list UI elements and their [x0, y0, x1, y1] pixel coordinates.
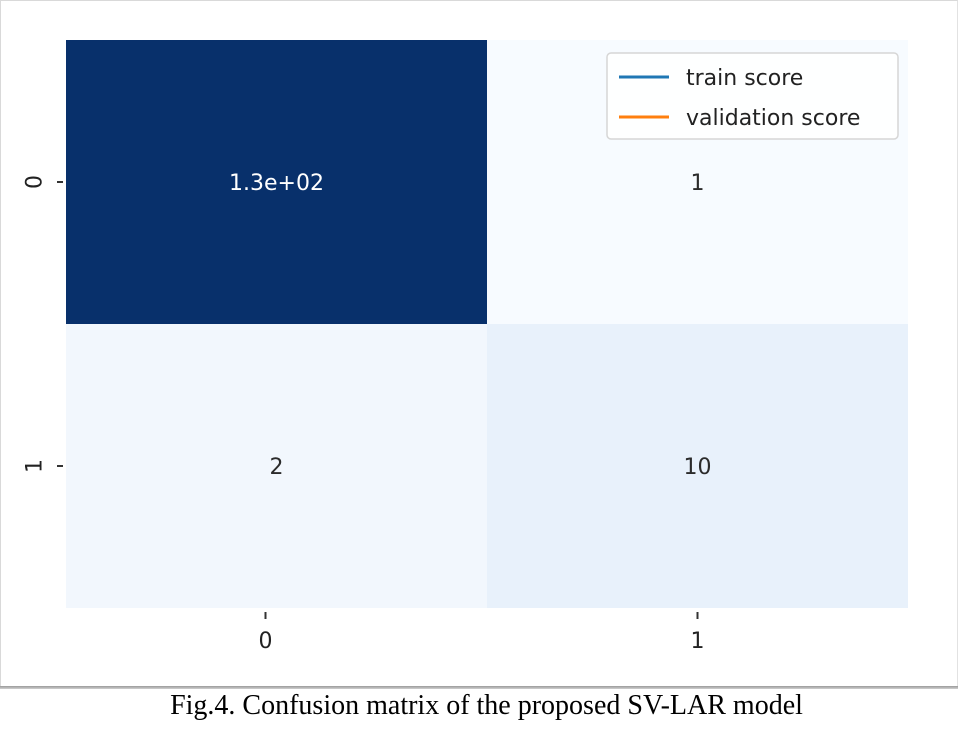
heatmap-cell-1-1: [487, 324, 908, 608]
frame-shadow: [0, 686, 958, 689]
figure-caption: Fig.4. Confusion matrix of the proposed …: [170, 690, 803, 721]
axis-ticks: 0 1 0 1: [23, 175, 705, 654]
heatmap-cells: 1.3e+02 1 2 10: [66, 40, 908, 608]
legend-box: [606, 52, 899, 140]
x-tick-label-1: 1: [691, 629, 705, 654]
legend-label-0: train score: [686, 66, 803, 91]
cell-value-label-1-1: 10: [684, 455, 712, 480]
heatmap-cell-0-0: [66, 40, 487, 324]
cell-value-label-1-0: 2: [270, 455, 284, 480]
legend: train score validation score: [606, 52, 899, 140]
cell-value-label-0-0: 1.3e+02: [229, 171, 324, 196]
cell-value-label-0-1: 1: [691, 171, 705, 196]
y-tick-label-0: 0: [23, 175, 48, 189]
y-tick-label-1: 1: [23, 459, 48, 473]
x-tick-label-0: 0: [259, 629, 273, 654]
heatmap-cell-1-0: [66, 324, 487, 608]
legend-label-1: validation score: [686, 106, 860, 131]
figure-frame: [0, 0, 958, 688]
